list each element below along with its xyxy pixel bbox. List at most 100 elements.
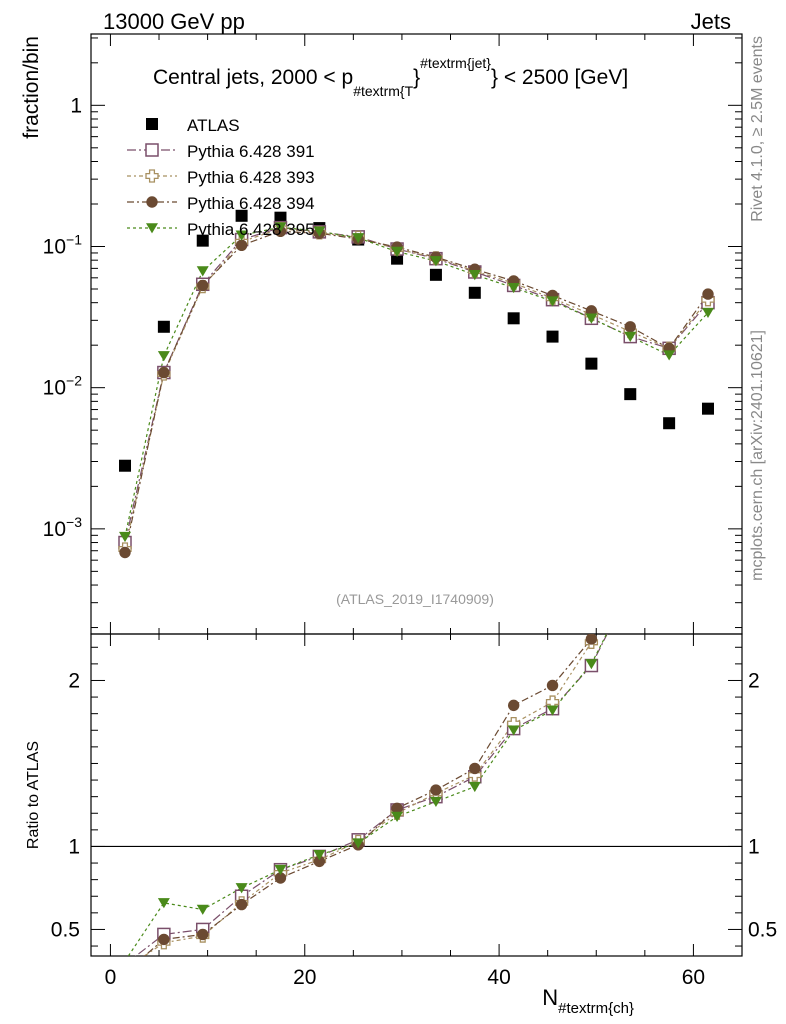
data-point-atlas: [196, 234, 209, 247]
ratio-point-s395: [546, 705, 559, 716]
data-point-atlas: [507, 312, 520, 325]
data-point-s394: [119, 546, 131, 559]
y-tick-label-ratio-left: 1: [68, 835, 80, 858]
ratio-point-s395: [352, 838, 365, 849]
ratio-point-s394: [507, 699, 520, 712]
y-tick-label-main: 10−3: [43, 514, 83, 541]
ratio-point-s394: [391, 802, 403, 814]
ratio-point-s395: [196, 904, 209, 915]
ratio-series-lines: [127, 634, 608, 956]
y-tick-label-ratio-left: 0.5: [51, 918, 80, 941]
ratio-point-s393: [119, 963, 131, 975]
legend-label-s391: Pythia 6.428 391: [187, 142, 315, 161]
data-point-s395: [157, 351, 170, 362]
ratio-point-s391: [119, 958, 131, 970]
data-point-s395: [313, 226, 326, 237]
ratio-point-s395: [468, 781, 481, 793]
legend-marker-atlas: [146, 118, 158, 130]
ratio-point-s394: [663, 442, 674, 453]
x-tick-label: 20: [293, 966, 316, 989]
data-point-s395: [119, 531, 132, 543]
ratio-point-s394: [546, 679, 559, 692]
mcplots-reference-label: mcplots.cern.ch [arXiv:2401.10621]: [749, 330, 766, 581]
header-jets-label: Jets: [691, 9, 731, 34]
ratio-point-s395: [507, 725, 520, 736]
ratio-point-s395: [702, 211, 714, 221]
legend-label-s395: Pythia 6.428 395: [187, 220, 315, 239]
ratio-point-s394: [197, 928, 209, 941]
data-point-s395: [663, 350, 676, 361]
main-y-axis-label: fraction/bin: [20, 36, 43, 139]
ratio-point-s394: [430, 784, 442, 796]
data-point-atlas: [546, 330, 559, 343]
y-tick-label-main: 10−2: [43, 373, 83, 400]
data-point-s395: [507, 282, 520, 294]
data-point-s395: [391, 246, 404, 258]
ratio-point-s395: [391, 811, 404, 822]
data-point-s395: [196, 266, 209, 277]
data-point-s394: [235, 239, 248, 251]
data-point-s395: [429, 256, 442, 267]
data-point-s395: [701, 307, 714, 319]
data-point-s395: [235, 230, 248, 241]
ratio-point-s394: [158, 933, 170, 946]
legend: ATLAS Pythia 6.428 391 Pythia 6.428 393 Pyt…: [127, 116, 315, 239]
data-point-s395: [274, 222, 287, 233]
data-point-atlas: [119, 459, 132, 472]
series-line-s394: [124, 230, 709, 553]
x-axis-label: N#textrm{ch}: [542, 985, 634, 1017]
data-point-atlas: [235, 209, 248, 222]
data-point-atlas: [701, 402, 714, 415]
data-point-atlas: [274, 211, 287, 224]
ratio-point-s394: [469, 762, 481, 775]
y-tick-label-ratio-right: 2: [748, 669, 760, 692]
ratio-series-markers: [119, 211, 714, 975]
y-tick-label-ratio-right: 0.5: [748, 918, 777, 941]
ratio-line-s395: [127, 634, 608, 956]
legend-label-s394: Pythia 6.428 394: [187, 194, 315, 213]
ratio-point-s395: [157, 898, 170, 909]
x-tick-label: 0: [105, 966, 117, 989]
x-tick-label: 60: [682, 966, 705, 989]
ratio-point-s395: [313, 849, 326, 861]
ratio-point-s395: [663, 493, 675, 503]
data-point-s395: [624, 331, 637, 343]
data-point-s394: [702, 288, 714, 300]
ratio-y-axis-label: Ratio to ATLAS: [25, 741, 42, 849]
x-tick-label: 40: [487, 966, 510, 989]
ratio-point-s393: [663, 442, 675, 454]
rivet-version-label: Rivet 4.1.0, ≥ 2.5M events: [749, 36, 766, 222]
data-point-s394: [158, 366, 170, 379]
series-line-s393: [124, 227, 709, 550]
series-line-s391: [124, 227, 709, 543]
legend-marker-s394: [146, 196, 158, 208]
data-point-atlas: [585, 357, 598, 370]
data-point-s395: [468, 270, 481, 281]
ratio-line-s394: [143, 634, 594, 956]
legend-marker-s393: [145, 169, 159, 183]
ratio-point-s395: [119, 956, 131, 966]
main-plot-title: Central jets, 2000 < p#textrm{T}#textrm{…: [153, 55, 628, 99]
main-series-lines: [124, 226, 709, 553]
analysis-source-label: (ATLAS_2019_I1740909): [336, 591, 494, 607]
data-point-atlas: [663, 417, 676, 430]
legend-label-s393: Pythia 6.428 393: [187, 168, 315, 187]
data-point-s394: [624, 321, 636, 333]
ratio-point-s394: [625, 509, 636, 520]
data-point-atlas: [468, 286, 481, 299]
ratio-point-s391: [624, 582, 636, 594]
ratio-point-s394: [585, 634, 598, 645]
ratio-point-s395: [585, 659, 598, 670]
data-point-atlas: [624, 388, 637, 401]
ratio-point-s393: [624, 545, 636, 557]
y-tick-label-main: 1: [70, 94, 82, 117]
ratio-point-s391: [663, 442, 675, 454]
ratio-line-s391: [134, 634, 608, 956]
ratio-panel-frame: [90, 633, 743, 957]
axes-layer: 0 20 40 60 1 10−1 10−2 10−3 0.5 0.5 1 1 2 2: [43, 34, 777, 989]
data-point-s395: [585, 313, 598, 324]
data-point-atlas: [157, 320, 170, 333]
main-series-markers: [118, 209, 715, 559]
header-energy-label: 13000 GeV pp: [103, 9, 245, 34]
